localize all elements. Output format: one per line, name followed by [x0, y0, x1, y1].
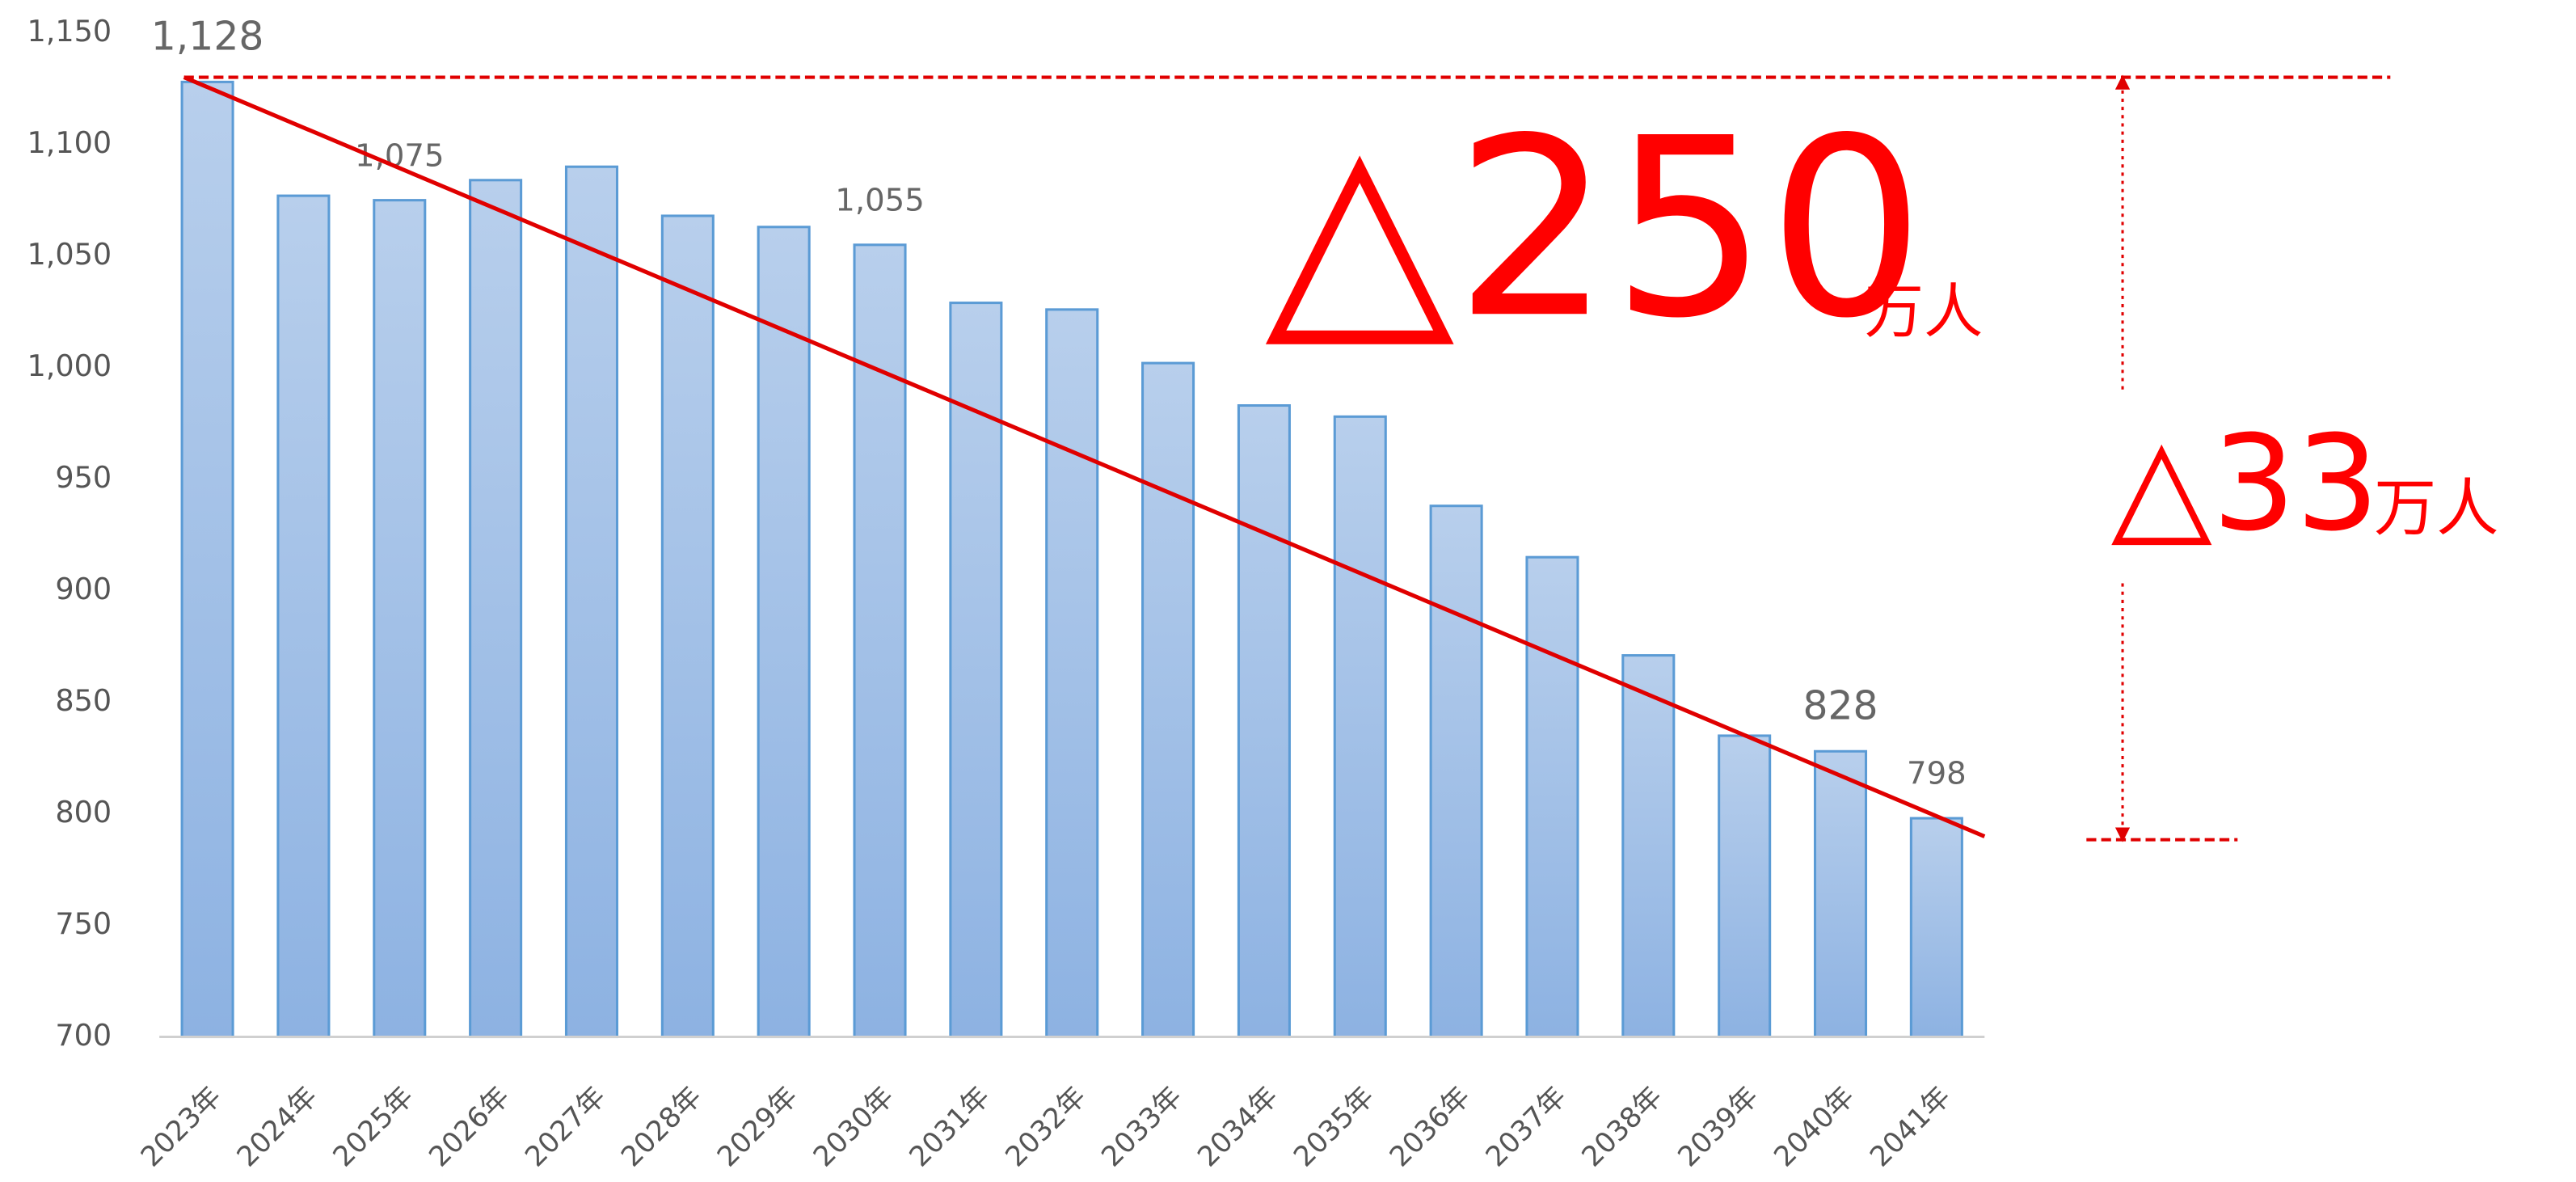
x-tick-label: 2029年: [711, 1080, 804, 1173]
bar: [1429, 504, 1483, 1039]
y-tick-label: 1,100: [27, 125, 112, 160]
bar: [1237, 404, 1291, 1039]
annotation-unit: 万人: [1865, 277, 1983, 346]
x-tick-label: 2040年: [1768, 1080, 1861, 1173]
value-label: 1,128: [151, 14, 264, 60]
value-label: 828: [1802, 682, 1878, 728]
annotation-big: △250: [1265, 85, 1925, 372]
x-tick-label: 2037年: [1480, 1080, 1573, 1173]
x-tick-label: 2038年: [1576, 1080, 1669, 1173]
bar: [1813, 749, 1868, 1039]
y-tick-label: 1,050: [27, 237, 112, 272]
y-tick-label: 950: [55, 460, 112, 495]
y-tick-label: 1,150: [27, 14, 112, 49]
bar: [276, 194, 331, 1039]
x-tick-label: 2039年: [1672, 1080, 1765, 1173]
x-tick-label: 2031年: [904, 1080, 997, 1173]
bar: [1333, 415, 1387, 1039]
x-tick-label: 2024年: [231, 1080, 324, 1173]
x-tick-label: 2027年: [519, 1080, 612, 1173]
bar: [469, 179, 523, 1039]
y-tick-label: 850: [55, 683, 112, 718]
bar: [1045, 308, 1099, 1039]
bar: [1718, 734, 1772, 1039]
x-tick-label: 2026年: [424, 1080, 516, 1173]
x-tick-label: 2023年: [135, 1080, 228, 1173]
x-tick-label: 2032年: [1000, 1080, 1093, 1173]
bar: [564, 165, 619, 1039]
y-tick-label: 900: [55, 572, 112, 606]
bar: [660, 214, 715, 1039]
bar: [180, 80, 234, 1039]
x-tick-label: 2033年: [1095, 1080, 1188, 1173]
x-tick-label: 2030年: [807, 1080, 900, 1173]
y-tick-label: 750: [55, 906, 112, 941]
y-tick-label: 800: [55, 795, 112, 830]
y-tick-label: 700: [55, 1018, 112, 1053]
trend-line: [183, 75, 1986, 838]
y-tick-label: 1,000: [27, 348, 112, 383]
bar: [1909, 817, 1963, 1039]
annotation-unit: 万人: [2374, 472, 2498, 545]
bar: [757, 226, 811, 1039]
bar: [1525, 555, 1579, 1039]
value-label: 1,055: [835, 182, 925, 218]
bar: [1621, 654, 1676, 1039]
x-tick-label: 2028年: [615, 1080, 708, 1173]
x-tick-label: 2035年: [1288, 1080, 1381, 1173]
bar: [373, 199, 427, 1039]
x-tick-label: 2034年: [1191, 1080, 1284, 1173]
x-tick-label: 2036年: [1384, 1080, 1477, 1173]
bar: [949, 302, 1003, 1039]
value-label: 798: [1907, 756, 1967, 792]
bar: [1141, 361, 1195, 1039]
annotation-small: △33: [2111, 407, 2380, 560]
x-tick-label: 2041年: [1864, 1080, 1957, 1173]
x-tick-label: 2025年: [327, 1080, 420, 1173]
